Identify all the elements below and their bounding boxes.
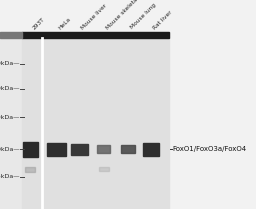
Text: 70kDa—: 70kDa— [0, 147, 20, 152]
Bar [0, 32, 22, 209]
Text: 293T: 293T [31, 16, 46, 30]
Bar [97, 145, 110, 153]
Bar [22, 32, 169, 38]
Bar [22, 32, 169, 209]
Bar [99, 167, 109, 171]
Text: HeLa: HeLa [58, 16, 72, 30]
Text: Rat liver: Rat liver [152, 9, 173, 30]
Text: 170kDa—: 170kDa— [0, 61, 20, 66]
Bar [121, 145, 135, 153]
Text: Mouse lung: Mouse lung [129, 3, 157, 30]
Bar [71, 144, 88, 155]
Text: 100kDa—: 100kDa— [0, 115, 20, 120]
Text: 130kDa—: 130kDa— [0, 86, 20, 91]
Bar [47, 143, 66, 156]
Bar [25, 167, 35, 172]
Text: Mouse skeletal muscle: Mouse skeletal muscle [105, 0, 156, 30]
Text: FoxO1/FoxO3a/FoxO4: FoxO1/FoxO3a/FoxO4 [173, 147, 247, 152]
Bar [143, 143, 159, 156]
Bar [23, 142, 38, 157]
Text: Mouse liver: Mouse liver [81, 3, 108, 30]
Bar [0, 32, 22, 38]
Text: 55kDa—: 55kDa— [0, 174, 20, 179]
